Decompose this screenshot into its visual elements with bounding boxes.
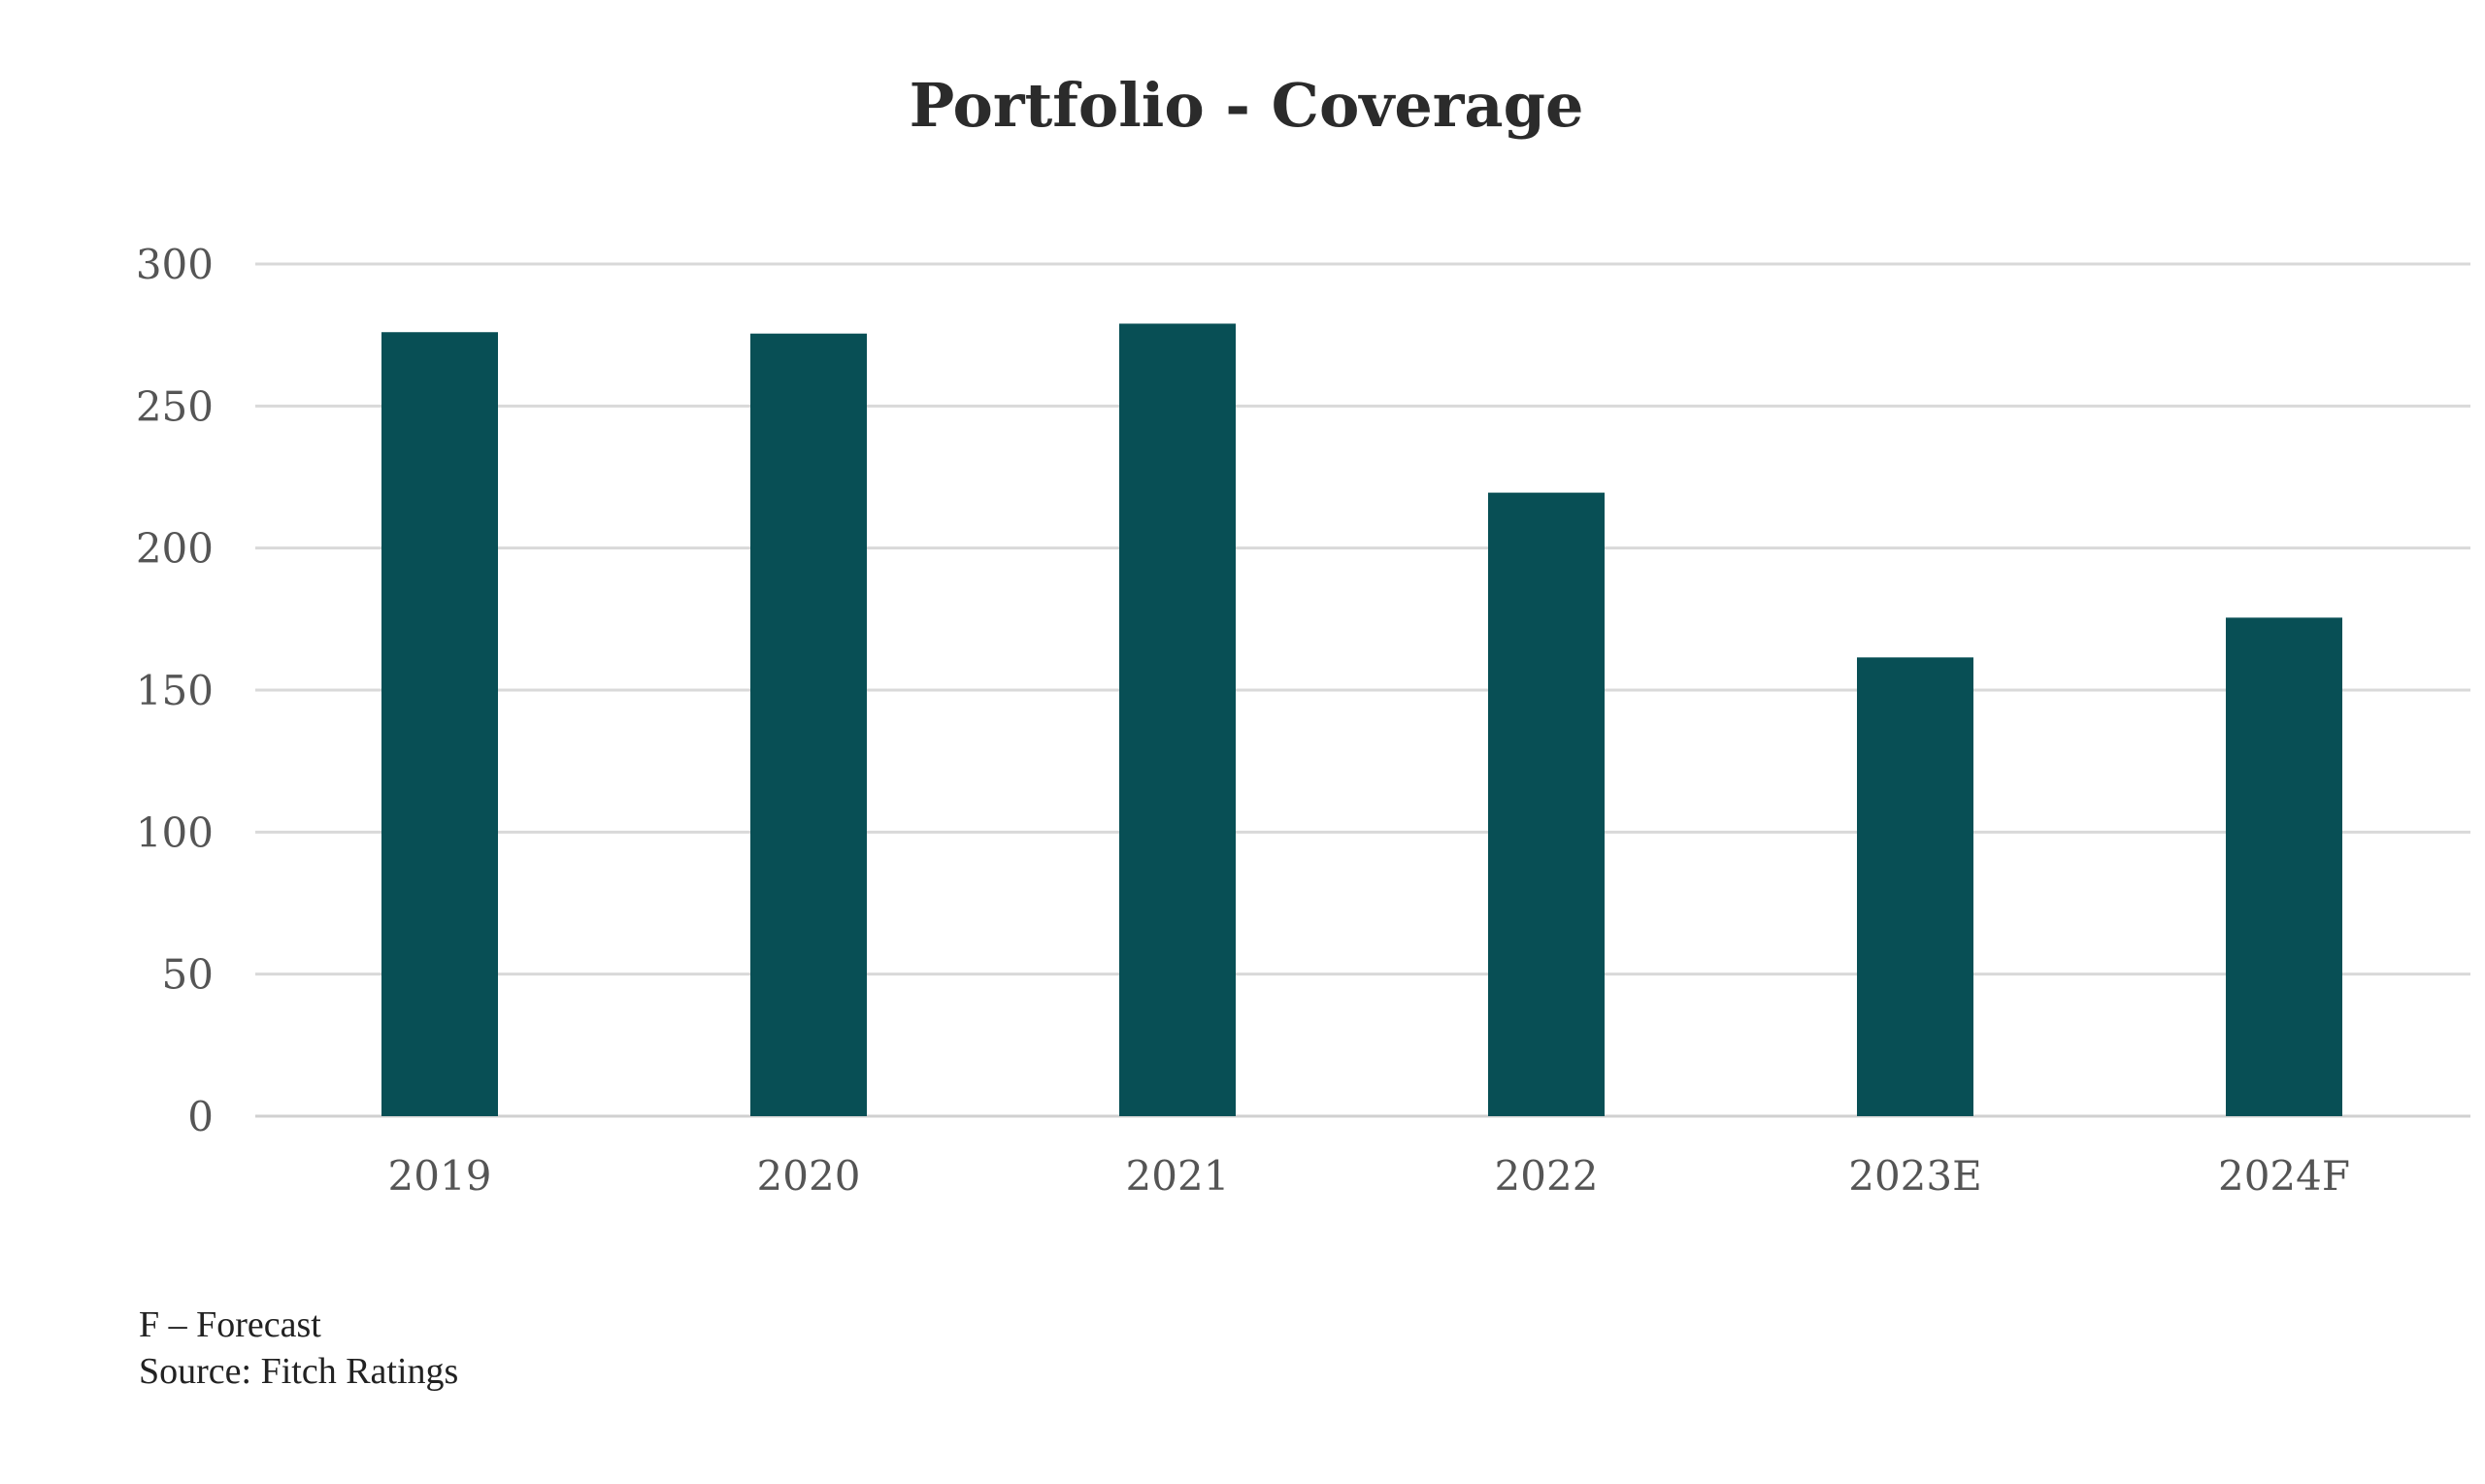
- y-tick-label: 150: [136, 667, 214, 714]
- y-tick-label: 50: [162, 951, 214, 999]
- bar-2022: [1488, 492, 1605, 1116]
- footnote-forecast: F – Forecast: [139, 1304, 321, 1345]
- chart-title: Portfolio - Coverage: [910, 70, 1584, 141]
- bar-series: [381, 323, 2342, 1117]
- bar-2021: [1119, 323, 1236, 1117]
- x-tick-label: 2021: [1126, 1152, 1230, 1200]
- y-tick-label: 200: [136, 525, 214, 573]
- footnote-source: Source: Fitch Ratings: [139, 1351, 458, 1392]
- y-tick-label: 300: [136, 241, 214, 288]
- bar-2024f: [2226, 617, 2342, 1116]
- x-tick-label: 2020: [757, 1152, 861, 1200]
- gridlines: [255, 262, 2470, 1118]
- y-tick-label: 100: [136, 808, 214, 856]
- y-tick-label: 250: [136, 382, 214, 430]
- bar-2020: [750, 333, 867, 1116]
- x-tick-label: 2022: [1495, 1152, 1599, 1200]
- bar-2019: [381, 332, 498, 1116]
- y-tick-label: 0: [187, 1093, 214, 1140]
- x-tick-label: 2019: [388, 1152, 492, 1200]
- x-tick-label: 2024F: [2218, 1152, 2350, 1200]
- x-tick-label: 2023E: [1848, 1152, 1982, 1200]
- bar-2023e: [1857, 657, 1973, 1116]
- x-axis-ticks: 2019 2020 2021 2022 2023E 2024F: [388, 1152, 2350, 1200]
- y-axis-ticks: 0 50 100 150 200 250 300: [136, 241, 214, 1140]
